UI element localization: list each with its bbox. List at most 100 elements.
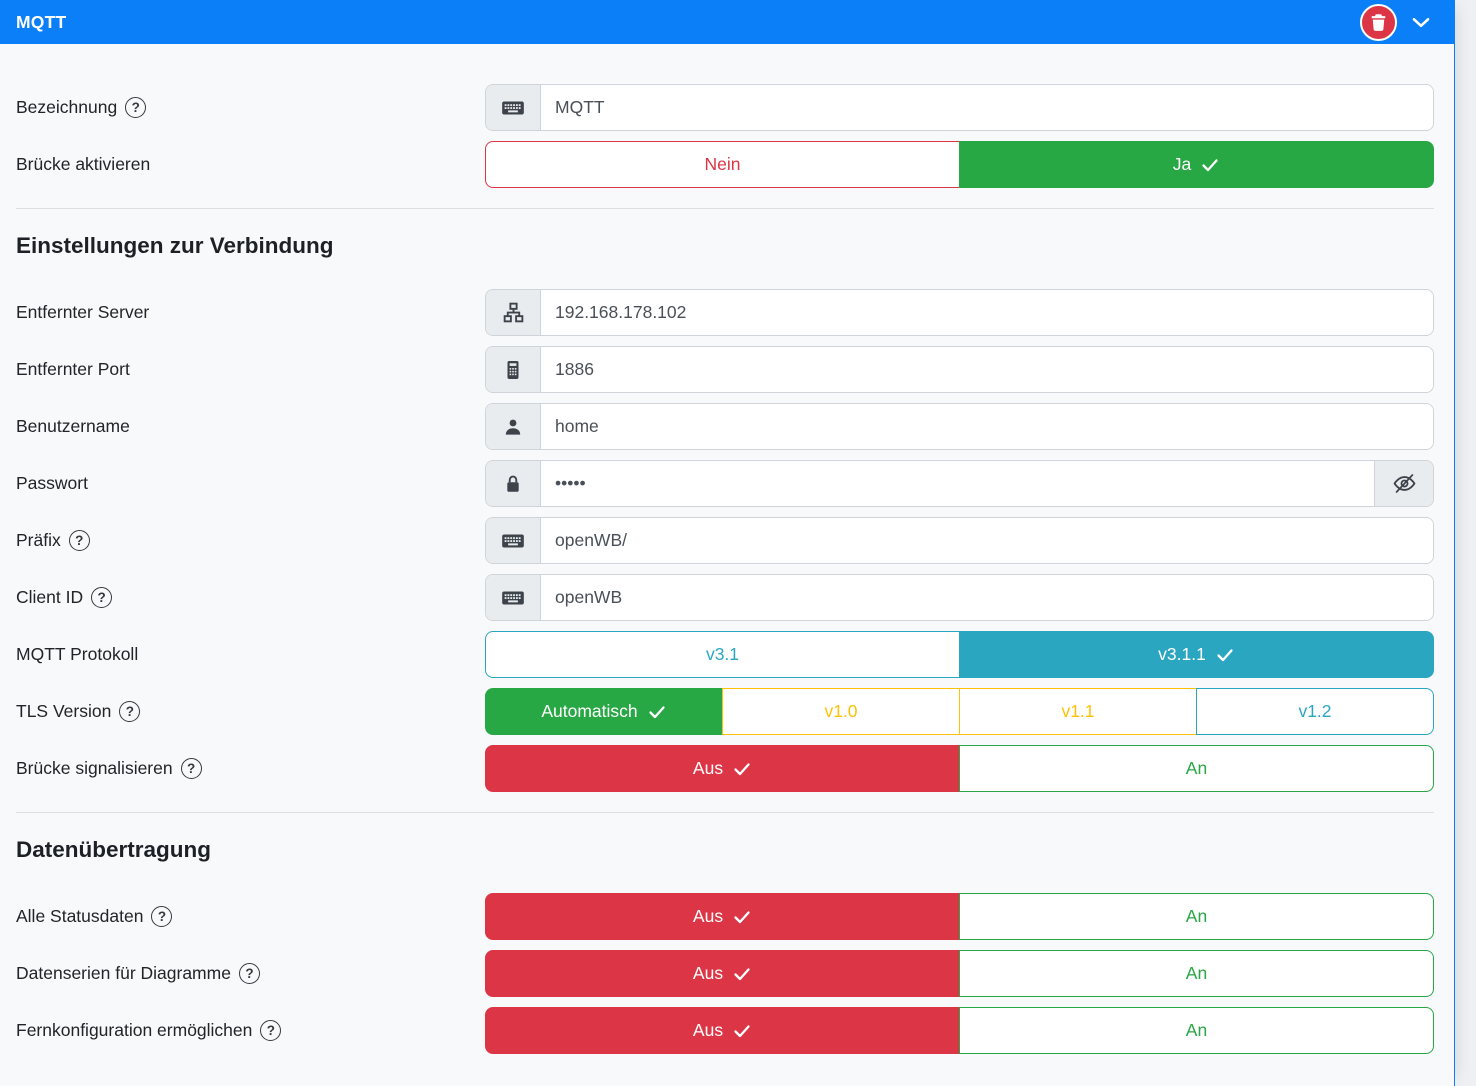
- remote-config-on-button[interactable]: An: [959, 1007, 1434, 1054]
- prefix-label: Präfix: [16, 530, 61, 550]
- client-id-input[interactable]: [541, 575, 1433, 620]
- password-input[interactable]: [541, 461, 1374, 506]
- card-title: MQTT: [16, 11, 67, 32]
- section-transfer-title: Datenübertragung: [16, 837, 212, 862]
- protocol-toggle: v3.1 v3.1.1: [485, 631, 1434, 678]
- prefix-input[interactable]: [541, 518, 1433, 563]
- check-icon: [732, 759, 752, 779]
- help-icon[interactable]: ?: [180, 758, 202, 779]
- dataseries-on-button[interactable]: An: [959, 950, 1434, 997]
- bridge-signal-label: Brücke signalisieren: [16, 758, 173, 778]
- bridge-enable-off-label: Nein: [704, 153, 741, 174]
- check-icon: [1200, 155, 1220, 175]
- all-status-off-label: Aus: [692, 905, 724, 926]
- keyboard-icon: [486, 575, 541, 620]
- remote-config-off-label: Aus: [692, 1019, 724, 1040]
- remote-port-label: Entfernter Port: [16, 359, 130, 379]
- remote-port-input-group: [485, 346, 1434, 393]
- username-label-wrap: Benutzername: [16, 416, 485, 437]
- client-id-label: Client ID: [16, 587, 84, 607]
- row-remote-port: Entfernter Port: [16, 346, 1434, 393]
- bridge-signal-label-wrap: Brücke signalisieren ?: [16, 758, 485, 779]
- row-all-status: Alle Statusdaten ? Aus An: [16, 893, 1434, 940]
- bridge-signal-on-button[interactable]: An: [959, 745, 1434, 792]
- protocol-v311-label: v3.1.1: [1158, 643, 1206, 664]
- help-icon[interactable]: ?: [238, 963, 260, 984]
- row-prefix: Präfix ?: [16, 517, 1434, 564]
- bezeichnung-input[interactable]: [541, 85, 1433, 130]
- bridge-signal-off-button[interactable]: Aus: [485, 745, 960, 792]
- bezeichnung-label-wrap: Bezeichnung ?: [16, 97, 485, 118]
- help-icon[interactable]: ?: [151, 906, 173, 927]
- tls-auto-button[interactable]: Automatisch: [485, 688, 723, 735]
- help-icon[interactable]: ?: [260, 1020, 282, 1041]
- help-icon[interactable]: ?: [125, 97, 147, 118]
- tls-toggle: Automatisch v1.0 v1.1 v1.2: [485, 688, 1434, 735]
- row-tls: TLS Version ? Automatisch v1.0 v1.1: [16, 688, 1434, 735]
- all-status-off-button[interactable]: Aus: [485, 893, 960, 940]
- tls-v10-button[interactable]: v1.0: [722, 688, 960, 735]
- bezeichnung-input-group: [485, 84, 1434, 131]
- remote-port-input[interactable]: [541, 347, 1433, 392]
- row-dataseries: Datenserien für Diagramme ? Aus An: [16, 950, 1434, 997]
- keyboard-icon: [486, 518, 541, 563]
- tls-v11-button[interactable]: v1.1: [959, 688, 1197, 735]
- tls-v12-label: v1.2: [1298, 700, 1332, 721]
- check-icon: [732, 907, 752, 927]
- username-input-group: [485, 403, 1434, 450]
- dataseries-on-label: An: [1185, 962, 1208, 983]
- bridge-signal-toggle: Aus An: [485, 745, 1434, 792]
- bridge-enable-on-button[interactable]: Ja: [959, 141, 1434, 188]
- protocol-label: MQTT Protokoll: [16, 644, 139, 664]
- password-label-wrap: Passwort: [16, 473, 485, 494]
- remote-config-on-label: An: [1185, 1019, 1208, 1040]
- collapse-button[interactable]: [1408, 9, 1434, 35]
- dataseries-off-label: Aus: [692, 962, 724, 983]
- client-id-input-group: [485, 574, 1434, 621]
- row-remote-server: Entfernter Server: [16, 289, 1434, 336]
- remote-port-label-wrap: Entfernter Port: [16, 359, 485, 380]
- tls-auto-label: Automatisch: [541, 700, 638, 721]
- keyboard-icon: [486, 85, 541, 130]
- card-header[interactable]: MQTT: [0, 0, 1454, 44]
- dataseries-off-button[interactable]: Aus: [485, 950, 960, 997]
- calculator-icon: [486, 347, 541, 392]
- help-icon[interactable]: ?: [119, 701, 141, 722]
- protocol-v31-label: v3.1: [705, 643, 740, 664]
- check-icon: [732, 964, 752, 984]
- tls-v10-label: v1.0: [824, 700, 858, 721]
- row-username: Benutzername: [16, 403, 1434, 450]
- remote-config-off-button[interactable]: Aus: [485, 1007, 960, 1054]
- lock-icon: [486, 461, 541, 506]
- bridge-enable-on-label: Ja: [1172, 153, 1192, 174]
- bridge-enable-off-button[interactable]: Nein: [485, 141, 960, 188]
- all-status-on-button[interactable]: An: [959, 893, 1434, 940]
- help-icon[interactable]: ?: [91, 587, 113, 608]
- remote-server-input[interactable]: [541, 290, 1433, 335]
- delete-button[interactable]: [1360, 3, 1397, 41]
- bridge-enable-label: Brücke aktivieren: [16, 154, 151, 174]
- all-status-label: Alle Statusdaten: [16, 906, 144, 926]
- row-bezeichnung: Bezeichnung ?: [16, 84, 1434, 131]
- dataseries-label: Datenserien für Diagramme: [16, 963, 231, 983]
- remote-server-label-wrap: Entfernter Server: [16, 302, 485, 323]
- all-status-on-label: An: [1185, 905, 1208, 926]
- divider: [16, 812, 1434, 813]
- help-icon[interactable]: ?: [68, 530, 90, 551]
- password-label: Passwort: [16, 473, 88, 493]
- username-label: Benutzername: [16, 416, 130, 436]
- remote-config-toggle: Aus An: [485, 1007, 1434, 1054]
- protocol-v311-button[interactable]: v3.1.1: [959, 631, 1434, 678]
- protocol-label-wrap: MQTT Protokoll: [16, 644, 485, 665]
- username-input[interactable]: [541, 404, 1433, 449]
- dataseries-label-wrap: Datenserien für Diagramme ?: [16, 963, 485, 984]
- row-bridge-signal: Brücke signalisieren ? Aus An: [16, 745, 1434, 792]
- remote-server-input-group: [485, 289, 1434, 336]
- prefix-label-wrap: Präfix ?: [16, 530, 485, 551]
- section-connection-title: Einstellungen zur Verbindung: [16, 233, 334, 258]
- protocol-v31-button[interactable]: v3.1: [485, 631, 960, 678]
- remote-config-label-wrap: Fernkonfiguration ermöglichen ?: [16, 1020, 485, 1041]
- tls-v12-button[interactable]: v1.2: [1196, 688, 1434, 735]
- password-visibility-toggle[interactable]: [1374, 461, 1433, 506]
- card-body: Bezeichnung ? Brücke aktivieren: [0, 44, 1454, 1084]
